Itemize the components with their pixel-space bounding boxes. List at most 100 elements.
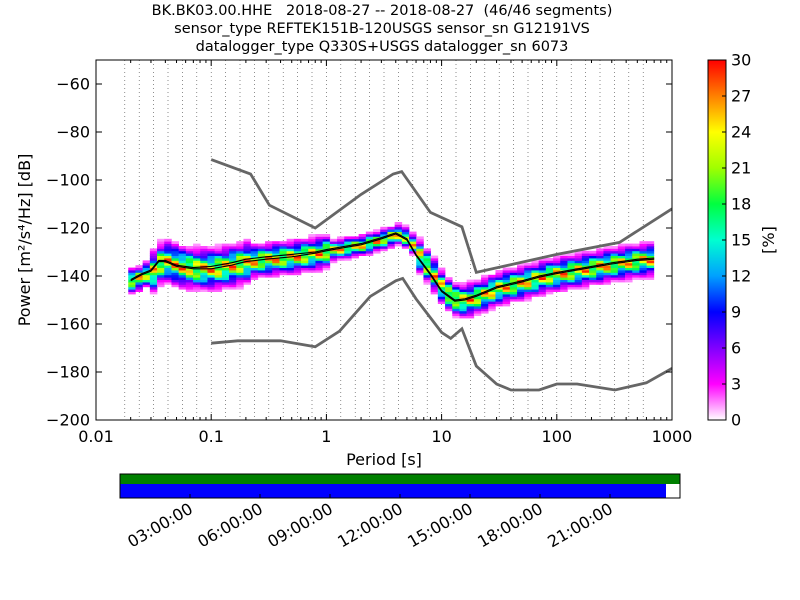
density-cell	[200, 253, 208, 256]
density-cell	[639, 270, 647, 273]
density-cell	[488, 306, 496, 309]
density-cell	[603, 267, 611, 271]
density-cell	[610, 255, 619, 259]
density-cell	[538, 265, 547, 268]
density-cell	[502, 298, 511, 302]
density-cell	[185, 284, 194, 288]
density-cell	[207, 262, 215, 266]
density-cell	[322, 243, 331, 247]
density-cell	[545, 282, 554, 285]
density-cell	[135, 286, 143, 290]
density-cell	[524, 272, 532, 276]
density-cell	[603, 250, 611, 254]
density-cell	[567, 284, 575, 288]
density-cell	[164, 253, 172, 256]
density-cell	[545, 289, 554, 292]
density-cell	[250, 258, 259, 261]
density-cell	[445, 306, 453, 309]
density-cell	[308, 258, 316, 261]
density-cell	[229, 277, 237, 280]
density-cell	[459, 282, 467, 285]
density-cell	[279, 248, 287, 252]
density-cell	[250, 262, 259, 266]
density-cell	[596, 258, 604, 261]
density-cell	[488, 296, 496, 300]
density-cell	[632, 272, 640, 276]
density-cell	[538, 282, 547, 285]
density-cell	[517, 267, 525, 271]
density-cell	[502, 291, 511, 295]
density-cell	[531, 294, 539, 297]
density-cell	[149, 262, 158, 266]
density-cell	[603, 253, 611, 256]
density-cell	[214, 277, 223, 280]
density-cell	[257, 262, 266, 266]
density-cell	[560, 267, 568, 271]
density-cell	[128, 270, 136, 273]
density-cell	[128, 274, 136, 278]
density-cell	[596, 267, 604, 271]
density-cell	[632, 274, 640, 278]
density-cell	[185, 260, 194, 264]
density-cell	[157, 253, 165, 256]
density-cell	[452, 289, 460, 292]
density-cell	[423, 258, 431, 261]
x-tick-label: 0.01	[78, 427, 114, 446]
density-cell	[279, 250, 287, 254]
density-cell	[617, 267, 626, 271]
density-cell	[567, 255, 575, 259]
density-cell	[509, 270, 518, 273]
density-cell	[221, 246, 230, 249]
x-tick-label: 0.1	[198, 427, 223, 446]
density-cell	[517, 274, 525, 278]
density-cell	[257, 246, 266, 249]
density-cell	[157, 274, 165, 278]
density-cell	[581, 265, 590, 268]
density-cell	[207, 270, 215, 273]
density-cell	[517, 272, 525, 276]
colorbar-tick-label: 12	[731, 267, 751, 286]
density-cell	[243, 272, 251, 276]
density-cell	[358, 253, 367, 256]
density-cell	[409, 246, 417, 249]
density-cell	[272, 274, 280, 278]
density-cell	[445, 289, 453, 292]
density-cell	[553, 260, 561, 264]
density-cell	[524, 296, 532, 300]
density-cell	[452, 315, 460, 319]
density-cell	[272, 248, 280, 252]
density-cell	[128, 279, 136, 283]
density-cell	[574, 258, 583, 261]
density-cell	[250, 248, 259, 252]
density-cell	[488, 301, 496, 304]
density-cell	[531, 286, 539, 290]
density-cell	[545, 277, 554, 280]
density-cell	[610, 262, 619, 266]
density-cell	[221, 243, 230, 247]
density-cell	[308, 248, 316, 252]
density-cell	[380, 234, 388, 237]
density-cell	[185, 274, 194, 278]
density-cell	[322, 255, 331, 259]
density-cell	[265, 250, 273, 254]
density-cell	[473, 308, 482, 312]
density-cell	[481, 301, 489, 304]
density-cell	[315, 248, 323, 252]
density-cell	[272, 246, 280, 249]
density-cell	[567, 279, 575, 283]
density-cell	[164, 272, 172, 276]
density-cell	[560, 255, 568, 259]
density-cell	[531, 289, 539, 292]
density-cell	[603, 270, 611, 273]
density-cell	[394, 226, 403, 230]
density-cell	[164, 238, 172, 242]
density-cell	[135, 282, 143, 285]
density-cell	[293, 246, 302, 249]
density-cell	[128, 272, 136, 276]
density-cell	[646, 262, 655, 266]
density-cell	[243, 246, 251, 249]
density-cell	[344, 253, 352, 256]
density-cell	[142, 274, 151, 278]
density-cell	[452, 284, 460, 288]
density-cell	[553, 289, 561, 292]
